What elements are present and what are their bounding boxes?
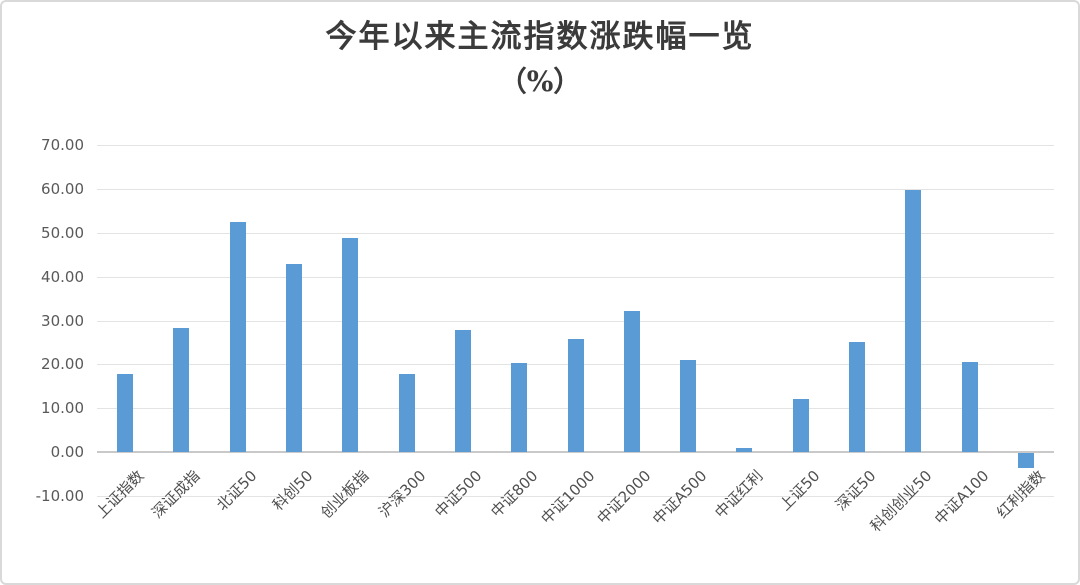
bar xyxy=(286,263,302,452)
y-axis-tick-label: 50.00 xyxy=(41,223,84,242)
gridline xyxy=(97,145,1054,147)
x-axis-category-label: 深证50 xyxy=(831,466,880,515)
bar xyxy=(736,448,753,452)
bar xyxy=(117,373,134,452)
y-axis-tick-label: 20.00 xyxy=(41,355,84,374)
bar xyxy=(905,189,922,452)
gridline xyxy=(97,495,1054,497)
bar xyxy=(567,338,584,452)
bar xyxy=(173,328,190,452)
chart-title-unit: （%） xyxy=(498,65,582,99)
x-axis-category-label: 中证2000 xyxy=(593,466,655,528)
chart-title-line1: 今年以来主流指数涨跌幅一览 xyxy=(325,19,755,55)
chart-title: 今年以来主流指数涨跌幅一览 （%） xyxy=(2,16,1078,99)
bar xyxy=(342,237,359,452)
x-axis-category-label: 中证800 xyxy=(487,466,542,521)
x-axis-category-label: 上证50 xyxy=(775,466,824,515)
x-axis-line xyxy=(97,451,1054,453)
y-axis-tick-label: 40.00 xyxy=(41,267,84,286)
bar xyxy=(398,373,415,452)
gridline xyxy=(97,276,1054,278)
bar xyxy=(680,359,697,452)
bar xyxy=(623,311,640,452)
y-axis-tick-label: 70.00 xyxy=(41,136,84,155)
y-axis-tick-label: 10.00 xyxy=(41,399,84,418)
bar xyxy=(511,362,528,452)
x-axis-category-label: 中证A100 xyxy=(930,466,993,529)
gridline xyxy=(97,189,1054,191)
x-axis-category-label: 科创50 xyxy=(268,466,317,515)
y-axis-tick-label: -10.00 xyxy=(35,486,84,505)
y-axis-tick-label: 60.00 xyxy=(41,180,84,199)
bar xyxy=(454,330,471,452)
x-axis-category-label: 深证成指 xyxy=(148,466,204,522)
x-axis-category-label: 北证50 xyxy=(212,466,261,515)
x-axis-category-label: 红利指数 xyxy=(993,466,1049,522)
gridline xyxy=(97,320,1054,322)
x-axis-category-label: 沪深300 xyxy=(374,466,430,521)
bar xyxy=(229,222,246,452)
y-axis-tick-label: 30.00 xyxy=(41,311,84,330)
x-axis-category-label: 中证500 xyxy=(431,466,486,521)
x-axis-category-label: 上证指数 xyxy=(92,466,148,522)
bar xyxy=(792,398,809,452)
x-axis-category-label: 中证红利 xyxy=(711,466,767,522)
bar xyxy=(1017,453,1034,468)
gridline xyxy=(97,232,1054,234)
x-axis-category-label: 中证1000 xyxy=(536,466,598,528)
x-axis-category-label: 中证A500 xyxy=(649,466,711,529)
bar xyxy=(849,342,865,452)
x-axis-category-label: 创业板指 xyxy=(317,466,373,522)
y-axis-tick-label: 0.00 xyxy=(50,443,84,461)
bar xyxy=(961,362,978,452)
